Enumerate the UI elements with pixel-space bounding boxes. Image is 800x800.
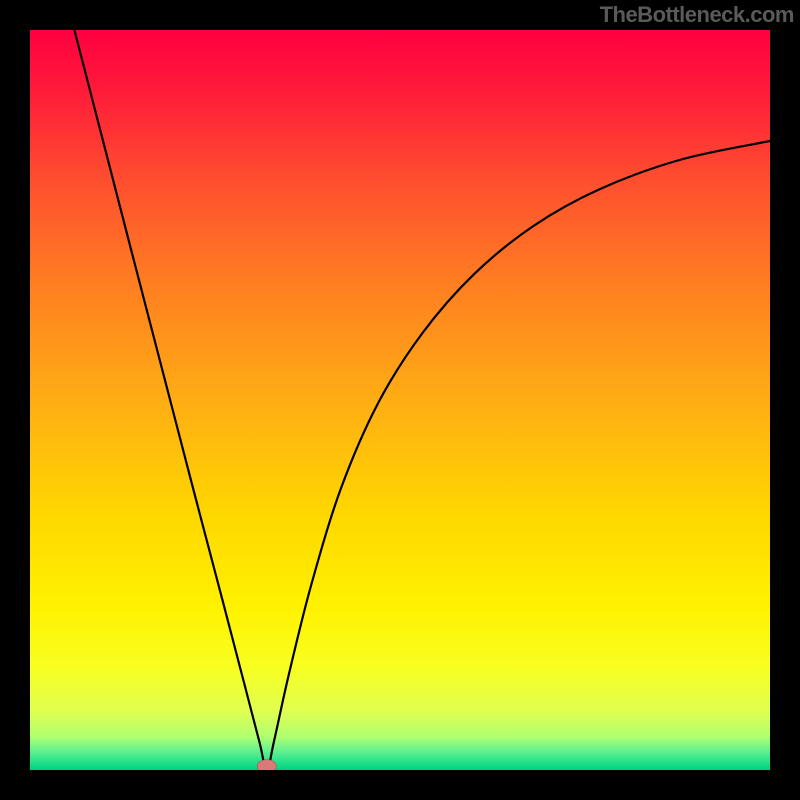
chart-container: TheBottleneck.com <box>0 0 800 800</box>
gradient-background <box>30 30 770 770</box>
chart-svg <box>30 30 770 770</box>
minimum-marker <box>257 760 276 770</box>
watermark-text: TheBottleneck.com <box>600 2 794 28</box>
plot-area <box>30 30 770 770</box>
